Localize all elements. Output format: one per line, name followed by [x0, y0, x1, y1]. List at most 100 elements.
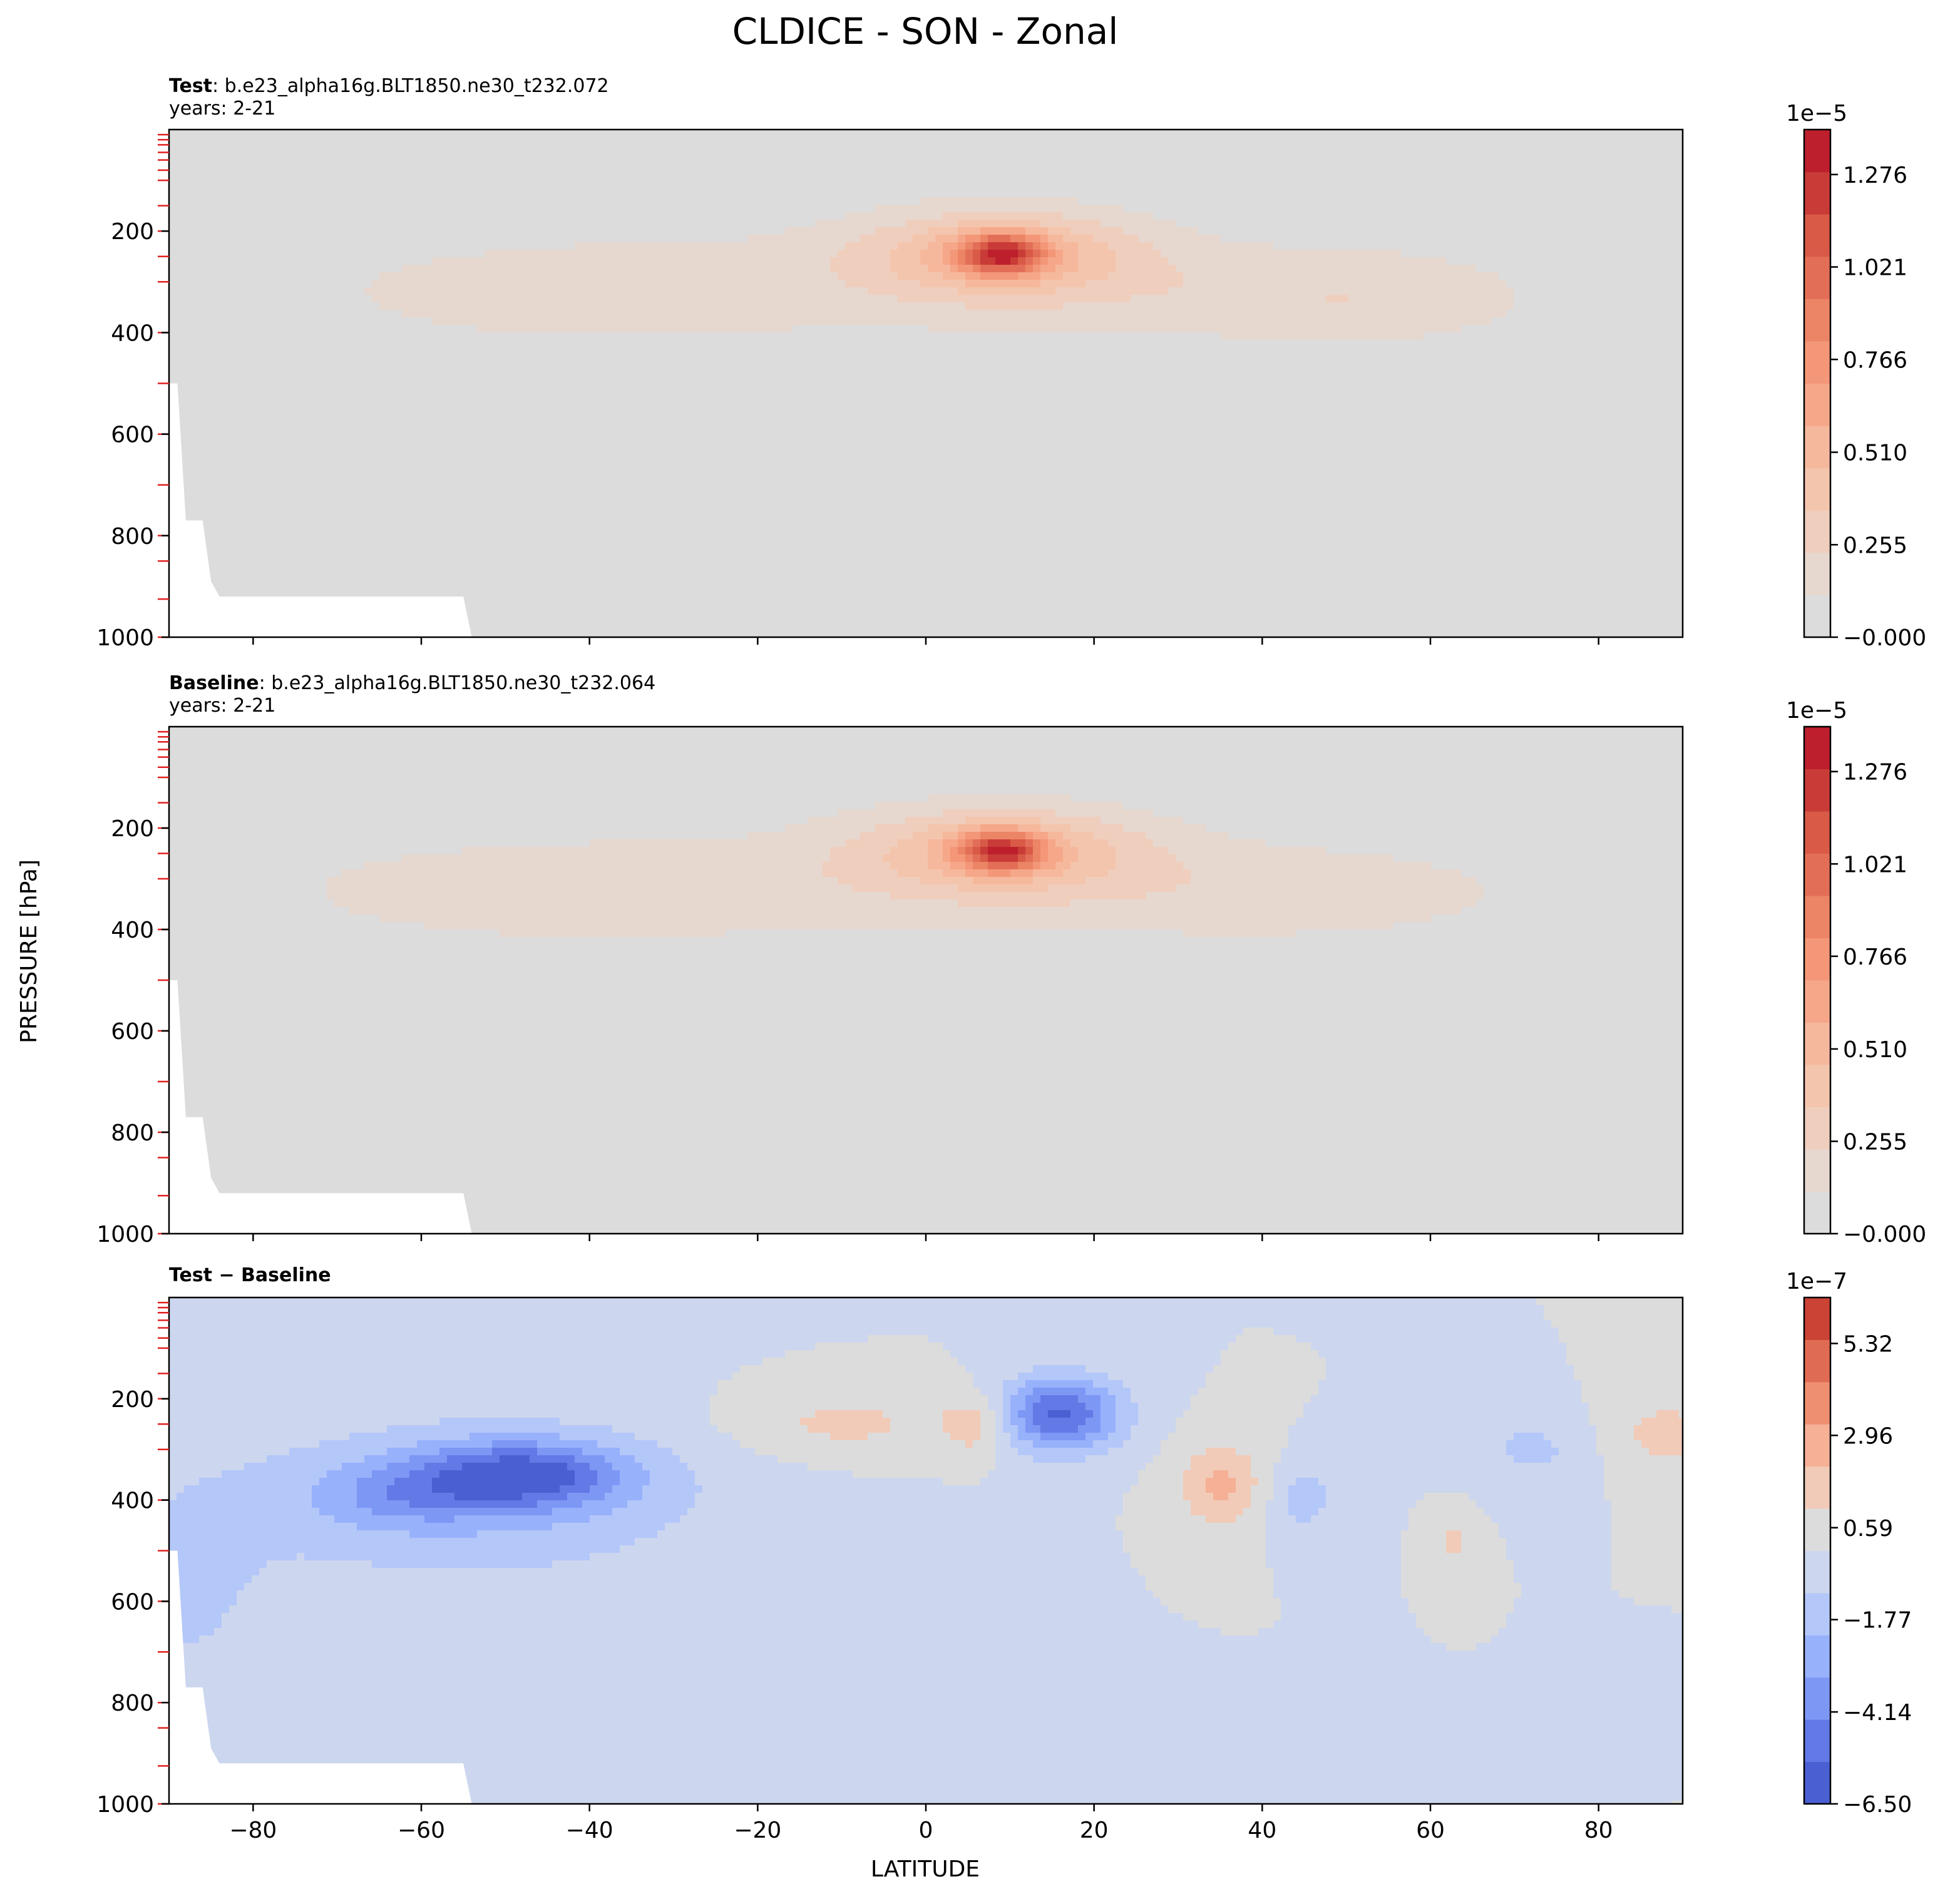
field-cell: [1078, 250, 1086, 258]
field-cell: [1424, 160, 1432, 168]
field-cell: [717, 310, 726, 318]
field-cell: [229, 310, 237, 318]
field-cell: [477, 152, 485, 160]
field-cell: [244, 265, 252, 273]
field-cell: [469, 272, 478, 280]
field-cell: [342, 152, 350, 160]
field-cell: [492, 250, 500, 258]
field-cell: [530, 160, 538, 168]
field-cell: [169, 310, 177, 318]
field-cell: [432, 287, 440, 295]
field-cell: [597, 280, 605, 288]
field-cell: [184, 287, 192, 295]
field-cell: [1108, 265, 1116, 273]
field-cell: [1378, 175, 1387, 183]
field-cell: [424, 242, 433, 250]
field-cell: [838, 310, 846, 318]
field-cell: [950, 280, 958, 288]
field-cell: [935, 265, 943, 273]
field-cell: [1619, 242, 1627, 250]
field-cell: [830, 265, 838, 273]
field-cell: [1416, 235, 1424, 243]
field-cell: [965, 295, 973, 303]
field-cell: [1191, 242, 1199, 250]
field-cell: [1040, 160, 1049, 168]
field-cell: [875, 287, 883, 295]
field-cell: [312, 160, 320, 168]
field-cell: [913, 227, 921, 235]
field-cell: [1236, 137, 1244, 145]
field-cell: [515, 212, 523, 220]
field-cell: [657, 227, 665, 235]
field-cell: [627, 182, 635, 190]
field-cell: [1499, 137, 1507, 145]
field-cell: [522, 212, 530, 220]
field-cell: [725, 197, 733, 205]
field-cell: [252, 272, 260, 280]
field-cell: [1386, 137, 1394, 145]
field-cell: [1611, 295, 1619, 303]
field-cell: [747, 310, 756, 318]
field-cell: [1506, 242, 1514, 250]
field-cell: [1589, 257, 1597, 265]
field-cell: [980, 295, 988, 303]
field-cell: [1499, 272, 1507, 280]
field-cell: [1018, 302, 1026, 310]
field-cell: [222, 175, 230, 183]
field-cell: [740, 272, 748, 280]
field-cell: [507, 175, 515, 183]
field-cell: [387, 182, 395, 190]
field-cell: [650, 295, 658, 303]
field-cell: [319, 250, 327, 258]
field-cell: [267, 280, 275, 288]
field-cell: [432, 220, 440, 228]
field-cell: [823, 212, 831, 220]
field-cell: [417, 160, 425, 168]
field-cell: [1371, 212, 1379, 220]
field-cell: [913, 235, 921, 243]
field-cell: [1454, 175, 1462, 183]
field-cell: [1664, 175, 1672, 183]
field-cell: [1619, 287, 1627, 295]
field-cell: [943, 145, 951, 153]
field-cell: [1228, 295, 1236, 303]
field-cell: [1085, 310, 1094, 318]
field-cell: [732, 250, 741, 258]
field-cell: [530, 205, 538, 213]
field-cell: [920, 280, 928, 288]
field-cell: [642, 272, 650, 280]
field-cell: [1311, 295, 1319, 303]
field-cell: [1401, 190, 1409, 198]
field-cell: [1146, 302, 1154, 310]
field-cell: [1176, 145, 1184, 153]
field-cell: [567, 137, 575, 145]
field-cell: [492, 212, 500, 220]
field-cell: [1168, 235, 1176, 243]
field-cell: [1183, 160, 1191, 168]
field-cell: [1619, 152, 1627, 160]
field-cell: [1303, 287, 1311, 295]
field-cell: [612, 295, 620, 303]
field-cell: [169, 145, 177, 153]
field-cell: [710, 250, 718, 258]
field-cell: [950, 212, 958, 220]
field-cell: [1146, 175, 1154, 183]
field-cell: [417, 227, 425, 235]
field-cell: [537, 295, 545, 303]
field-cell: [935, 137, 943, 145]
field-cell: [1363, 227, 1372, 235]
field-cell: [740, 167, 748, 175]
field-cell: [590, 212, 598, 220]
field-cell: [319, 137, 327, 145]
field-cell: [439, 190, 448, 198]
field-cell: [1123, 212, 1131, 220]
field-cell: [259, 227, 267, 235]
field-cell: [349, 152, 357, 160]
field-cell: [1679, 212, 1683, 220]
field-cell: [417, 242, 425, 250]
field-cell: [462, 235, 470, 243]
field-cell: [1063, 220, 1071, 228]
field-cell: [1101, 175, 1109, 183]
field-cell: [905, 167, 913, 175]
field-cell: [605, 257, 613, 265]
